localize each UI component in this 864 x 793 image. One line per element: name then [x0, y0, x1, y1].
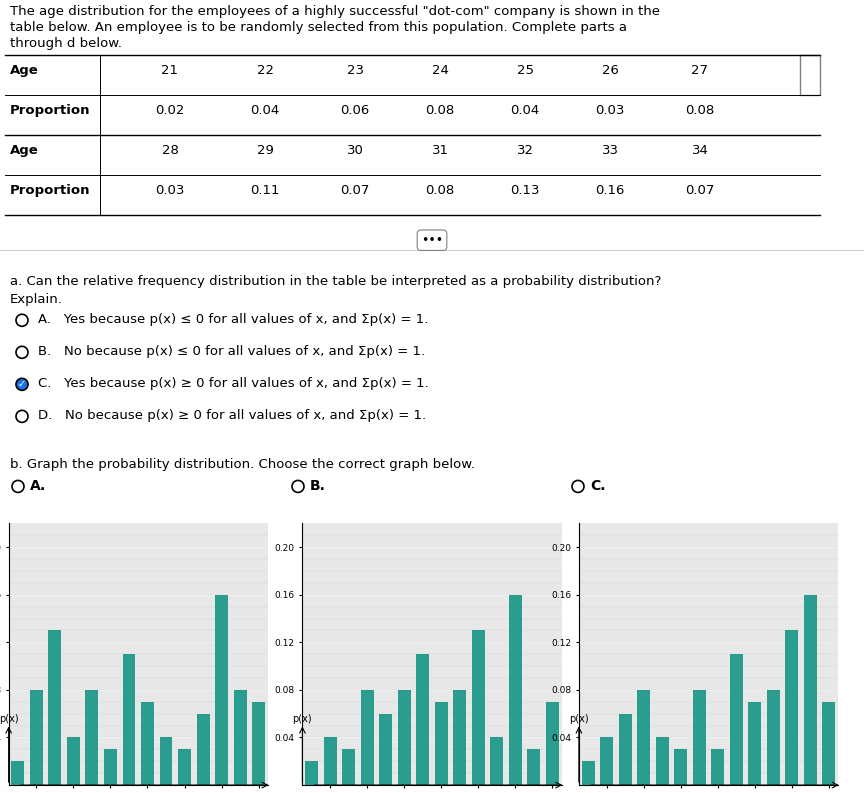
Text: 0.16: 0.16 — [595, 184, 625, 197]
Bar — [252, 702, 265, 785]
Text: C.   Yes because p(x) ≥ 0 for all values of x, and Σp(x) = 1.: C. Yes because p(x) ≥ 0 for all values o… — [38, 377, 429, 390]
Bar — [804, 595, 816, 785]
Bar — [730, 654, 743, 785]
Text: C.: C. — [590, 480, 606, 493]
Bar — [104, 749, 117, 785]
Text: 27: 27 — [691, 63, 708, 77]
Bar — [30, 690, 43, 785]
Text: through d below.: through d below. — [10, 37, 122, 50]
Bar — [581, 761, 594, 785]
Text: p(x): p(x) — [569, 714, 588, 723]
Text: B.   No because p(x) ≤ 0 for all values of x, and Σp(x) = 1.: B. No because p(x) ≤ 0 for all values of… — [38, 345, 425, 358]
Bar — [67, 737, 79, 785]
Text: 0.02: 0.02 — [156, 104, 185, 117]
Text: The age distribution for the employees of a highly successful "dot-com" company : The age distribution for the employees o… — [10, 5, 660, 18]
Bar — [233, 690, 246, 785]
Text: Proportion: Proportion — [10, 184, 91, 197]
Text: 34: 34 — [691, 144, 708, 157]
Text: Proportion: Proportion — [10, 104, 91, 117]
Bar — [472, 630, 485, 785]
Bar — [11, 761, 24, 785]
Text: 0.03: 0.03 — [595, 104, 625, 117]
Bar — [397, 690, 410, 785]
Text: p(x): p(x) — [0, 714, 18, 723]
Text: b. Graph the probability distribution. Choose the correct graph below.: b. Graph the probability distribution. C… — [10, 458, 475, 471]
Circle shape — [16, 378, 28, 390]
Text: 0.07: 0.07 — [685, 184, 715, 197]
Text: 0.08: 0.08 — [425, 184, 454, 197]
Text: 0.08: 0.08 — [685, 104, 715, 117]
Text: a. Can the relative frequency distribution in the table be interpreted as a prob: a. Can the relative frequency distributi… — [10, 275, 661, 306]
Bar — [86, 690, 98, 785]
Text: 28: 28 — [162, 144, 179, 157]
Bar — [196, 714, 209, 785]
Text: 23: 23 — [346, 63, 364, 77]
Text: 29: 29 — [257, 144, 273, 157]
Bar — [160, 737, 173, 785]
Text: 22: 22 — [257, 63, 274, 77]
Text: 31: 31 — [431, 144, 448, 157]
Bar — [454, 690, 467, 785]
Text: 0.07: 0.07 — [340, 184, 370, 197]
Text: 0.03: 0.03 — [156, 184, 185, 197]
Bar — [305, 761, 318, 785]
Bar — [693, 690, 706, 785]
Bar — [527, 749, 540, 785]
Text: 24: 24 — [431, 63, 448, 77]
Text: 0.06: 0.06 — [340, 104, 370, 117]
Text: 0.04: 0.04 — [251, 104, 280, 117]
Text: B.: B. — [310, 480, 326, 493]
Bar — [416, 654, 429, 785]
Bar — [48, 630, 61, 785]
Bar — [342, 749, 355, 785]
Text: 0.11: 0.11 — [251, 184, 280, 197]
Text: A.: A. — [30, 480, 47, 493]
Bar — [141, 702, 154, 785]
Bar — [490, 737, 503, 785]
Bar — [766, 690, 779, 785]
Bar — [123, 654, 136, 785]
Bar — [435, 702, 448, 785]
Bar — [800, 55, 820, 95]
Bar — [546, 702, 559, 785]
Bar — [509, 595, 522, 785]
Text: A.   Yes because p(x) ≤ 0 for all values of x, and Σp(x) = 1.: A. Yes because p(x) ≤ 0 for all values o… — [38, 312, 429, 326]
Text: •••: ••• — [421, 234, 443, 247]
Bar — [674, 749, 687, 785]
Bar — [711, 749, 724, 785]
Text: p(x): p(x) — [293, 714, 312, 723]
Bar — [656, 737, 669, 785]
Bar — [785, 630, 798, 785]
Bar — [178, 749, 191, 785]
Text: 21: 21 — [162, 63, 179, 77]
Text: 33: 33 — [601, 144, 619, 157]
Text: 30: 30 — [346, 144, 364, 157]
Text: 32: 32 — [517, 144, 533, 157]
Text: 26: 26 — [601, 63, 619, 77]
Bar — [600, 737, 613, 785]
Bar — [638, 690, 651, 785]
Text: 0.04: 0.04 — [511, 104, 540, 117]
Bar — [379, 714, 392, 785]
Text: table below. An employee is to be randomly selected from this population. Comple: table below. An employee is to be random… — [10, 21, 627, 34]
Bar — [324, 737, 337, 785]
Text: 25: 25 — [517, 63, 533, 77]
Bar — [215, 595, 228, 785]
Bar — [748, 702, 761, 785]
Text: ✓: ✓ — [18, 379, 26, 389]
Text: 0.08: 0.08 — [425, 104, 454, 117]
Text: Age: Age — [10, 144, 39, 157]
Text: 0.13: 0.13 — [511, 184, 540, 197]
Bar — [360, 690, 373, 785]
Bar — [619, 714, 632, 785]
Bar — [823, 702, 835, 785]
Text: Age: Age — [10, 63, 39, 77]
Text: D.   No because p(x) ≥ 0 for all values of x, and Σp(x) = 1.: D. No because p(x) ≥ 0 for all values of… — [38, 409, 426, 422]
